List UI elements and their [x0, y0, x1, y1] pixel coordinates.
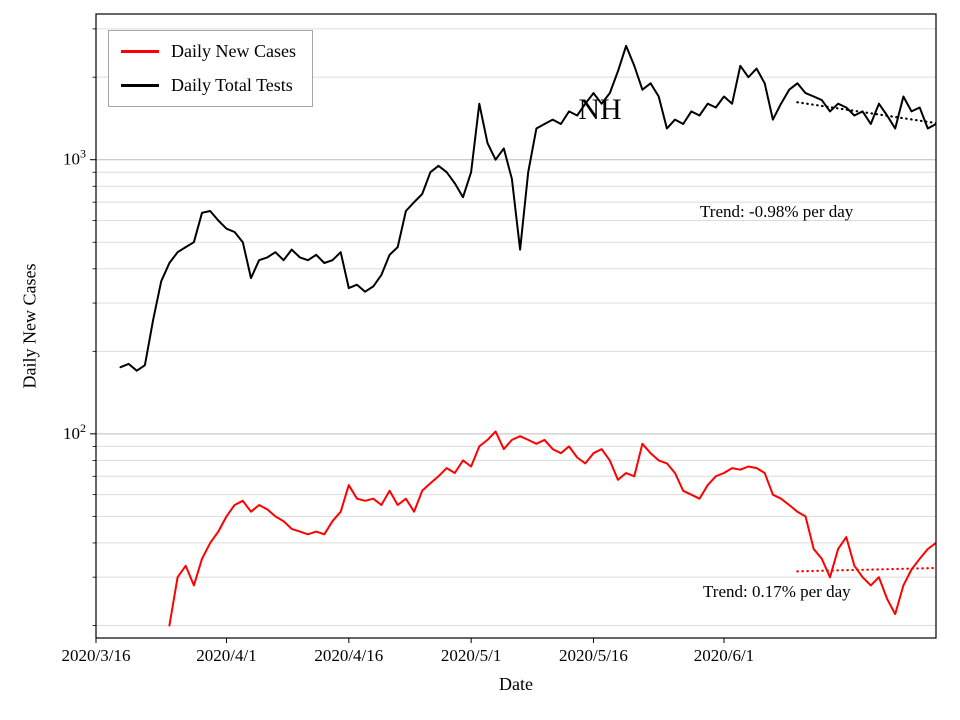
x-tick-label: 2020/6/1 [694, 646, 754, 665]
y-tick-label: 102 [63, 421, 86, 443]
red-line-swatch [121, 50, 159, 53]
cases-trend-line [796, 566, 936, 573]
x-axis-title: Date [499, 674, 533, 694]
x-tick-label: 2020/5/16 [559, 646, 628, 665]
legend: Daily New Cases Daily Total Tests [108, 30, 313, 107]
series-line-daily-total-tests [119, 44, 936, 372]
series-line-daily-new-cases [168, 430, 936, 627]
x-tick-label: 2020/5/1 [441, 646, 501, 665]
state-annotation: NH [578, 93, 622, 126]
x-tick-label: 2020/4/16 [314, 646, 383, 665]
y-tick-label: 103 [63, 147, 86, 169]
legend-item-daily-new-cases: Daily New Cases [121, 41, 296, 62]
tests-trend-annotation: Trend: -0.98% per day [700, 202, 854, 221]
tests-trend-line [796, 101, 936, 125]
plot-border [95, 13, 937, 639]
cases-trend-annotation: Trend: 0.17% per day [703, 582, 851, 601]
x-tick-label: 2020/4/1 [196, 646, 256, 665]
legend-label: Daily Total Tests [171, 75, 293, 95]
y-axis-title: Daily New Cases [19, 263, 40, 389]
black-line-swatch [121, 84, 159, 87]
legend-label: Daily New Cases [171, 41, 296, 61]
x-tick-label: 2020/3/16 [62, 646, 131, 665]
legend-item-daily-total-tests: Daily Total Tests [121, 75, 296, 96]
